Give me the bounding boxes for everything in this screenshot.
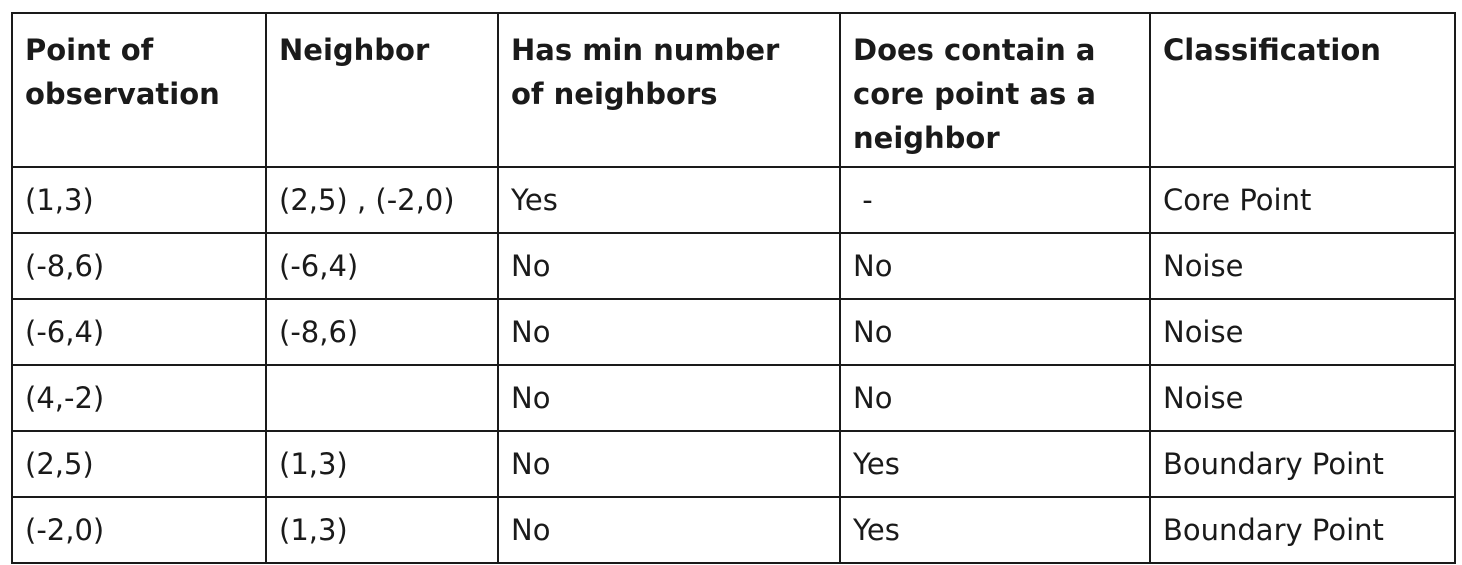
cell-classification: Core Point (1149, 166, 1456, 234)
cell-point: (4,-2) (11, 364, 267, 432)
cell-point: (-2,0) (11, 496, 267, 564)
cell-contains-core-point: - (839, 166, 1151, 234)
cell-classification: Noise (1149, 364, 1456, 432)
cell-contains-core-point: Yes (839, 496, 1151, 564)
cell-neighbor: (1,3) (265, 430, 499, 498)
header-contains-core-point: Does contain a core point as a neighbor (839, 12, 1151, 168)
table-row: (1,3) (2,5) , (-2,0) Yes - Core Point (11, 166, 1456, 234)
header-has-min-neighbors: Has min number of neighbors (497, 12, 841, 168)
cell-has-min-neighbors: Yes (497, 166, 841, 234)
table-row: (-2,0) (1,3) No Yes Boundary Point (11, 496, 1456, 564)
header-point-of-observation: Point of observation (11, 12, 267, 168)
cell-neighbor: (-8,6) (265, 298, 499, 366)
cell-contains-core-point: No (839, 232, 1151, 300)
cell-contains-core-point: No (839, 364, 1151, 432)
cell-neighbor: (2,5) , (-2,0) (265, 166, 499, 234)
cell-point: (1,3) (11, 166, 267, 234)
cell-point: (-8,6) (11, 232, 267, 300)
cell-has-min-neighbors: No (497, 232, 841, 300)
cell-has-min-neighbors: No (497, 496, 841, 564)
cell-has-min-neighbors: No (497, 298, 841, 366)
header-classification: Classification (1149, 12, 1456, 168)
table-row: (-6,4) (-8,6) No No Noise (11, 298, 1456, 366)
header-neighbor: Neighbor (265, 12, 499, 168)
cell-has-min-neighbors: No (497, 430, 841, 498)
cell-neighbor (265, 364, 499, 432)
table-row: (2,5) (1,3) No Yes Boundary Point (11, 430, 1456, 498)
table-row: (-8,6) (-6,4) No No Noise (11, 232, 1456, 300)
cell-classification: Boundary Point (1149, 430, 1456, 498)
cell-neighbor: (-6,4) (265, 232, 499, 300)
table-row: (4,-2) No No Noise (11, 364, 1456, 432)
header-row: Point of observation Neighbor Has min nu… (11, 12, 1456, 168)
cell-has-min-neighbors: No (497, 364, 841, 432)
cell-contains-core-point: No (839, 298, 1151, 366)
cell-contains-core-point: Yes (839, 430, 1151, 498)
cell-classification: Noise (1149, 232, 1456, 300)
cell-neighbor: (1,3) (265, 496, 499, 564)
cell-classification: Boundary Point (1149, 496, 1456, 564)
dbscan-classification-table: Point of observation Neighbor Has min nu… (11, 12, 1456, 564)
cell-point: (-6,4) (11, 298, 267, 366)
cell-classification: Noise (1149, 298, 1456, 366)
cell-point: (2,5) (11, 430, 267, 498)
